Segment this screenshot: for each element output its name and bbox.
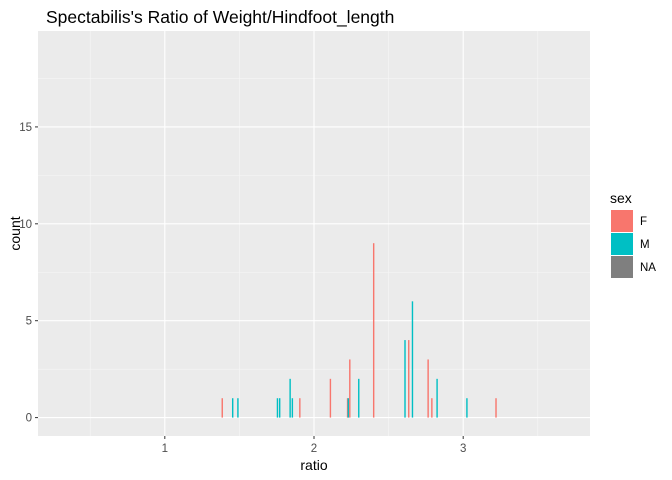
bar-f bbox=[408, 340, 410, 418]
x-tick-label: 3 bbox=[460, 443, 466, 455]
legend-label-na: NA bbox=[640, 262, 656, 274]
legend-key-na bbox=[611, 256, 633, 278]
y-tick-label: 15 bbox=[19, 122, 32, 134]
y-axis-title: count bbox=[7, 216, 23, 250]
legend-label-m: M bbox=[640, 239, 650, 251]
bar-m bbox=[347, 398, 350, 418]
y-tick-label: 0 bbox=[26, 413, 32, 425]
legend-items: FM NA bbox=[611, 210, 656, 278]
bar-m bbox=[436, 378, 438, 418]
y-tick-label: 5 bbox=[26, 316, 32, 328]
legend-key-f bbox=[611, 210, 633, 232]
bar-f bbox=[427, 359, 429, 418]
x-tick-label: 1 bbox=[162, 443, 168, 455]
bar-f bbox=[346, 398, 349, 418]
bar-f bbox=[349, 359, 351, 418]
bar-m bbox=[358, 378, 360, 418]
bar-f bbox=[431, 398, 433, 418]
bar-f bbox=[221, 398, 223, 418]
legend-label-f: F bbox=[640, 216, 647, 228]
bar-m bbox=[278, 398, 281, 418]
y-axis: 0 5 10 15 bbox=[19, 122, 38, 425]
legend-key-m bbox=[611, 233, 633, 255]
bars-layer bbox=[221, 243, 497, 418]
y-tick-label: 10 bbox=[19, 219, 32, 231]
bar-m bbox=[289, 378, 291, 418]
chart-title: Spectabilis's Ratio of Weight/Hindfoot_l… bbox=[46, 7, 394, 28]
bar-m bbox=[466, 398, 468, 418]
bar-m bbox=[291, 398, 294, 418]
bar-f bbox=[329, 378, 332, 418]
bar-f bbox=[372, 243, 375, 418]
x-axis-title: ratio bbox=[300, 457, 327, 473]
bar-m bbox=[411, 301, 414, 418]
x-axis: 1 2 3 bbox=[162, 436, 466, 455]
legend-title: sex bbox=[610, 190, 632, 206]
bar-m bbox=[276, 398, 279, 418]
bar-f bbox=[299, 398, 301, 418]
bar-m bbox=[237, 398, 239, 418]
x-tick-label: 2 bbox=[311, 443, 317, 455]
legend: sex FM NA bbox=[610, 190, 656, 278]
bar-m bbox=[404, 340, 406, 418]
bar-f bbox=[495, 398, 497, 418]
grid-lines bbox=[38, 31, 590, 436]
bar-m bbox=[231, 398, 234, 418]
